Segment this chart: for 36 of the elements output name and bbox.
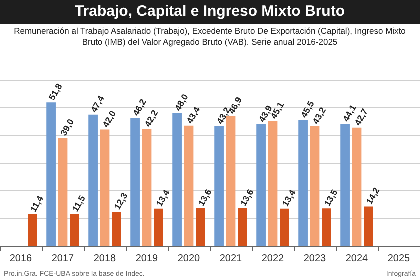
x-tick-label: 2017 — [52, 254, 75, 264]
x-tick-label: 2023 — [304, 254, 327, 264]
bar — [172, 113, 182, 246]
x-tick-label: 2020 — [178, 254, 201, 264]
bar — [46, 102, 56, 246]
bar — [364, 206, 374, 246]
bar — [352, 128, 362, 246]
bar — [88, 114, 98, 246]
bar — [70, 214, 80, 246]
bar — [196, 208, 206, 246]
bar — [184, 126, 194, 246]
bar — [268, 121, 278, 246]
bar — [100, 130, 110, 246]
x-tick-label: 2018 — [94, 254, 117, 264]
bar — [322, 208, 332, 246]
x-tick-label: 2025 — [388, 254, 411, 264]
x-tick-label: 2016 — [10, 254, 33, 264]
x-tick-label: 2024 — [346, 254, 369, 264]
bar — [142, 129, 152, 246]
bar — [214, 126, 224, 246]
bar — [256, 124, 266, 246]
chart-title: Trabajo, Capital e Ingreso Mixto Bruto — [0, 0, 420, 24]
bar — [154, 208, 164, 246]
x-tick-label: 2021 — [220, 254, 243, 264]
bar — [280, 208, 290, 246]
bar — [28, 214, 38, 246]
bar — [112, 212, 122, 246]
bar — [130, 118, 140, 246]
bar — [340, 124, 350, 246]
bar — [58, 138, 68, 246]
bar — [310, 126, 320, 246]
x-tick-label: 2019 — [136, 254, 159, 264]
bar — [298, 120, 308, 246]
bar — [238, 208, 248, 246]
chart-subtitle: Remuneración al Trabajo Asalariado (Trabajo), Excedente Bruto De Exportación (Capital), Ingreso Mixto Bruto (IMB) del Valor Agregado Bruto (VAB). Serie anual 2016-2025 — [13, 25, 407, 49]
x-tick-label: 2022 — [262, 254, 285, 264]
